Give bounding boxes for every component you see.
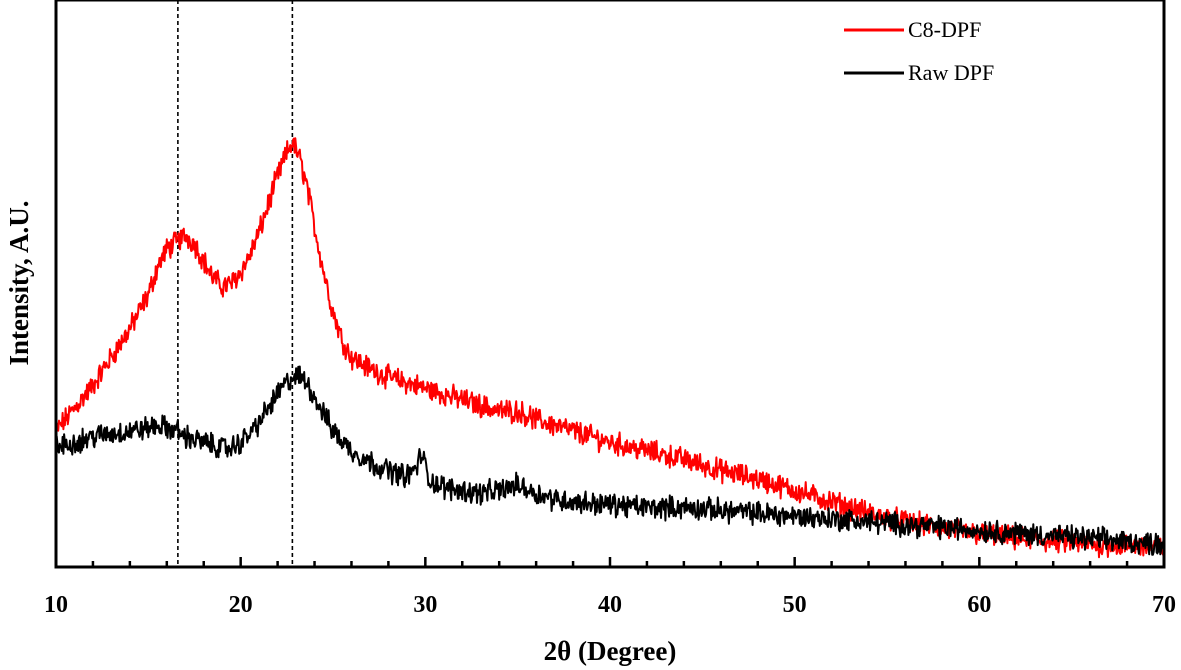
series-layer	[56, 137, 1164, 559]
plot-frame	[54, 0, 1166, 569]
x-tick-label: 70	[1152, 592, 1176, 618]
x-axis-tick-labels: 10 20 30 40 50 60 70	[44, 592, 1176, 618]
x-tick-label: 10	[44, 592, 68, 618]
legend-label-c8-dpf: C8-DPF	[908, 17, 981, 42]
series-line-raw-dpf	[56, 365, 1164, 556]
x-tick-label: 50	[783, 592, 807, 618]
x-axis-ticks	[54, 557, 1166, 567]
legend-label-raw-dpf: Raw DPF	[908, 60, 994, 85]
reference-lines	[177, 0, 294, 567]
y-axis-title: Intensity, A.U.	[4, 200, 34, 365]
x-tick-label: 60	[967, 592, 991, 618]
x-tick-label: 40	[598, 592, 622, 618]
x-tick-label: 30	[413, 592, 437, 618]
x-tick-label: 20	[229, 592, 253, 618]
legend: C8-DPF Raw DPF	[844, 17, 994, 85]
series-line-c8-dpf	[56, 137, 1164, 559]
x-axis-title: 2θ (Degree)	[544, 636, 677, 666]
